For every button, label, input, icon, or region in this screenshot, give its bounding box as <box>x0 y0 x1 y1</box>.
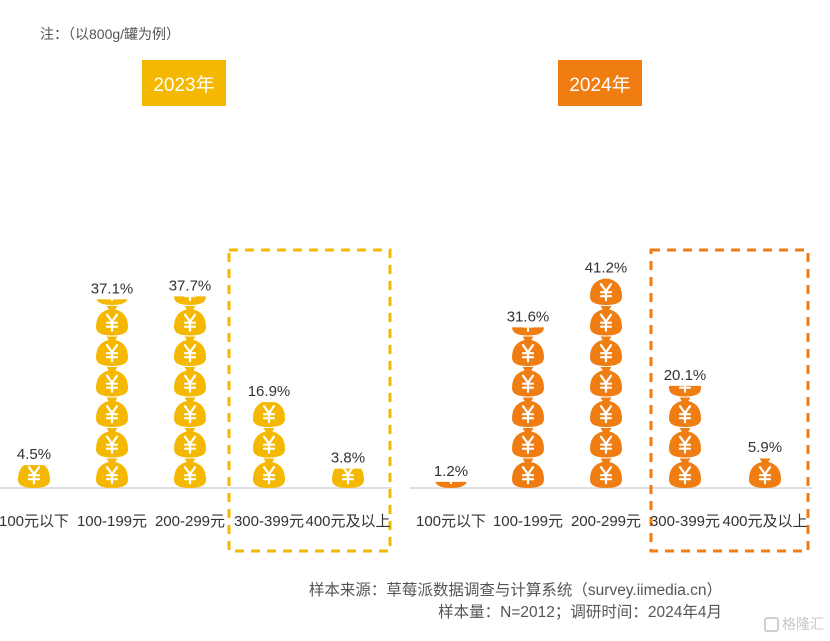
yuan-icon <box>341 468 355 485</box>
source-line-1: 样本来源：草莓派数据调查与计算系统（survey.iimedia.cn） <box>308 582 722 599</box>
money-bag-stack <box>332 468 364 488</box>
source-note: 样本来源：草莓派数据调查与计算系统（survey.iimedia.cn） 样本量… <box>309 580 722 624</box>
money-bag-stack <box>253 402 285 488</box>
bar-100元以下: 1.2% <box>434 463 468 488</box>
money-bag-stack <box>669 385 701 488</box>
data-label: 41.2% <box>585 260 628 277</box>
watermark-logo-icon <box>764 616 779 632</box>
yuan-icon <box>678 405 692 424</box>
highlight-box <box>649 248 810 553</box>
yuan-icon <box>105 466 119 485</box>
yuan-icon <box>262 405 276 424</box>
money-bag-icon <box>96 299 128 305</box>
yuan-icon <box>599 313 613 332</box>
year-badge-2024: 2024年 <box>558 60 642 106</box>
panel-1: 1.2% 100元以下 31.6% 100-199元 41.2% 200-299元 20.1… <box>410 248 812 553</box>
data-label: 16.9% <box>248 383 291 400</box>
category-label: 100-199元 <box>77 513 147 530</box>
money-bag-stack <box>96 299 128 488</box>
yuan-icon <box>262 435 276 454</box>
money-bag-icon <box>435 481 467 488</box>
yuan-icon <box>183 405 197 424</box>
category-label: 400元及以上 <box>722 513 807 530</box>
yuan-icon <box>183 435 197 454</box>
data-label: 4.5% <box>17 446 51 463</box>
category-label: 400元及以上 <box>305 513 390 530</box>
category-label: 300-399元 <box>234 513 304 530</box>
yuan-icon <box>183 313 197 332</box>
data-label: 5.9% <box>748 439 782 456</box>
bar-400元及以上: 3.8% <box>331 450 365 488</box>
money-bag-stack <box>435 481 467 488</box>
watermark-text: 格隆汇 <box>782 616 824 632</box>
data-label: 1.2% <box>434 463 468 480</box>
highlight-box <box>227 248 392 553</box>
yuan-icon <box>183 466 197 485</box>
data-label: 37.1% <box>91 280 134 297</box>
bar-300-399元: 20.1% <box>664 367 707 488</box>
watermark: 格隆汇 <box>764 614 824 634</box>
bar-100-199元: 37.1% <box>91 280 134 488</box>
yuan-icon <box>521 344 535 363</box>
yuan-icon <box>262 466 276 485</box>
data-label: 3.8% <box>331 450 365 467</box>
bar-200-299元: 41.2% <box>585 260 628 488</box>
bar-400元及以上: 5.9% <box>748 439 782 488</box>
yuan-icon <box>678 435 692 454</box>
chart-note: 注：（以800g/罐为例） <box>40 26 181 42</box>
bar-100-199元: 31.6% <box>507 308 550 488</box>
money-bag-stack <box>749 458 781 488</box>
yuan-icon <box>105 374 119 393</box>
money-bag-stack <box>174 296 206 488</box>
yuan-icon <box>183 344 197 363</box>
yuan-icon <box>599 405 613 424</box>
category-label: 300-399元 <box>650 513 720 530</box>
yuan-icon <box>599 283 613 302</box>
money-bag-stack <box>18 465 50 488</box>
yuan-icon <box>678 466 692 485</box>
year-badge-2023: 2023年 <box>142 60 226 106</box>
bar-200-299元: 37.7% <box>169 277 212 488</box>
bar-300-399元: 16.9% <box>248 383 291 488</box>
yuan-icon <box>521 405 535 424</box>
data-label: 37.7% <box>169 277 212 294</box>
data-label: 20.1% <box>664 367 707 384</box>
yuan-icon <box>521 435 535 454</box>
source-line-2: 样本量：N=2012；调研时间：2024年4月 <box>438 604 722 621</box>
yuan-icon <box>105 313 119 332</box>
yuan-icon <box>27 466 41 485</box>
category-label: 100元以下 <box>416 513 486 530</box>
bar-100元以下: 4.5% <box>17 446 51 488</box>
yuan-icon <box>105 435 119 454</box>
money-bag-stack <box>512 327 544 488</box>
yuan-icon <box>758 466 772 485</box>
yuan-icon <box>105 405 119 424</box>
yuan-icon <box>105 344 119 363</box>
yuan-icon <box>599 374 613 393</box>
data-label: 31.6% <box>507 308 550 325</box>
yuan-icon <box>183 374 197 393</box>
yuan-icon <box>678 385 692 393</box>
category-label: 100元以下 <box>0 513 69 530</box>
panel-0: 4.5% 100元以下 37.1% 100-199元 37.7% 200-299元 16.9… <box>0 248 392 553</box>
yuan-icon <box>599 435 613 454</box>
category-label: 200-299元 <box>571 513 641 530</box>
money-bag-stack <box>590 278 622 488</box>
yuan-icon <box>599 466 613 485</box>
yuan-icon <box>521 466 535 485</box>
yuan-icon <box>599 344 613 363</box>
yuan-icon <box>521 374 535 393</box>
category-label: 200-299元 <box>155 513 225 530</box>
category-label: 100-199元 <box>493 513 563 530</box>
